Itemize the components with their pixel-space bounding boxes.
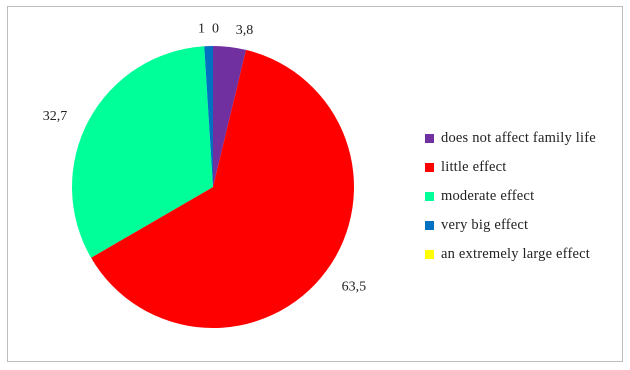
chart-area: 3,8 63,5 32,7 1 0 does not affect family lif… xyxy=(7,6,623,362)
data-label-5: 0 xyxy=(212,22,219,37)
legend-swatch-2 xyxy=(425,163,434,172)
data-label-4: 1 xyxy=(198,22,205,37)
legend-label-2: little effect xyxy=(441,159,507,175)
legend-label-5: an extremely large effect xyxy=(441,246,590,262)
legend-swatch-5 xyxy=(425,250,434,259)
pie-slice-4 xyxy=(204,46,213,187)
legend-swatch-4 xyxy=(425,221,434,230)
legend-item-4: very big effect xyxy=(425,211,596,240)
legend-item-2: little effect xyxy=(425,153,596,182)
legend-item-3: moderate effect xyxy=(425,182,596,211)
data-label-2: 63,5 xyxy=(342,279,367,294)
legend: does not affect family life little effect… xyxy=(425,124,596,269)
legend-swatch-1 xyxy=(425,134,434,143)
data-label-1: 3,8 xyxy=(236,23,254,38)
legend-label-4: very big effect xyxy=(441,217,529,233)
legend-swatch-3 xyxy=(425,192,434,201)
legend-label-1: does not affect family life xyxy=(441,130,596,146)
pie-slice-3 xyxy=(71,46,213,258)
legend-item-5: an extremely large effect xyxy=(425,240,596,269)
data-label-3: 32,7 xyxy=(43,109,68,124)
legend-label-3: moderate effect xyxy=(441,188,535,204)
pie-chart: 3,8 63,5 32,7 1 0 xyxy=(43,22,367,328)
pie-slice-2 xyxy=(91,49,354,328)
legend-item-1: does not affect family life xyxy=(425,124,596,153)
pie-slice-1 xyxy=(213,46,247,187)
